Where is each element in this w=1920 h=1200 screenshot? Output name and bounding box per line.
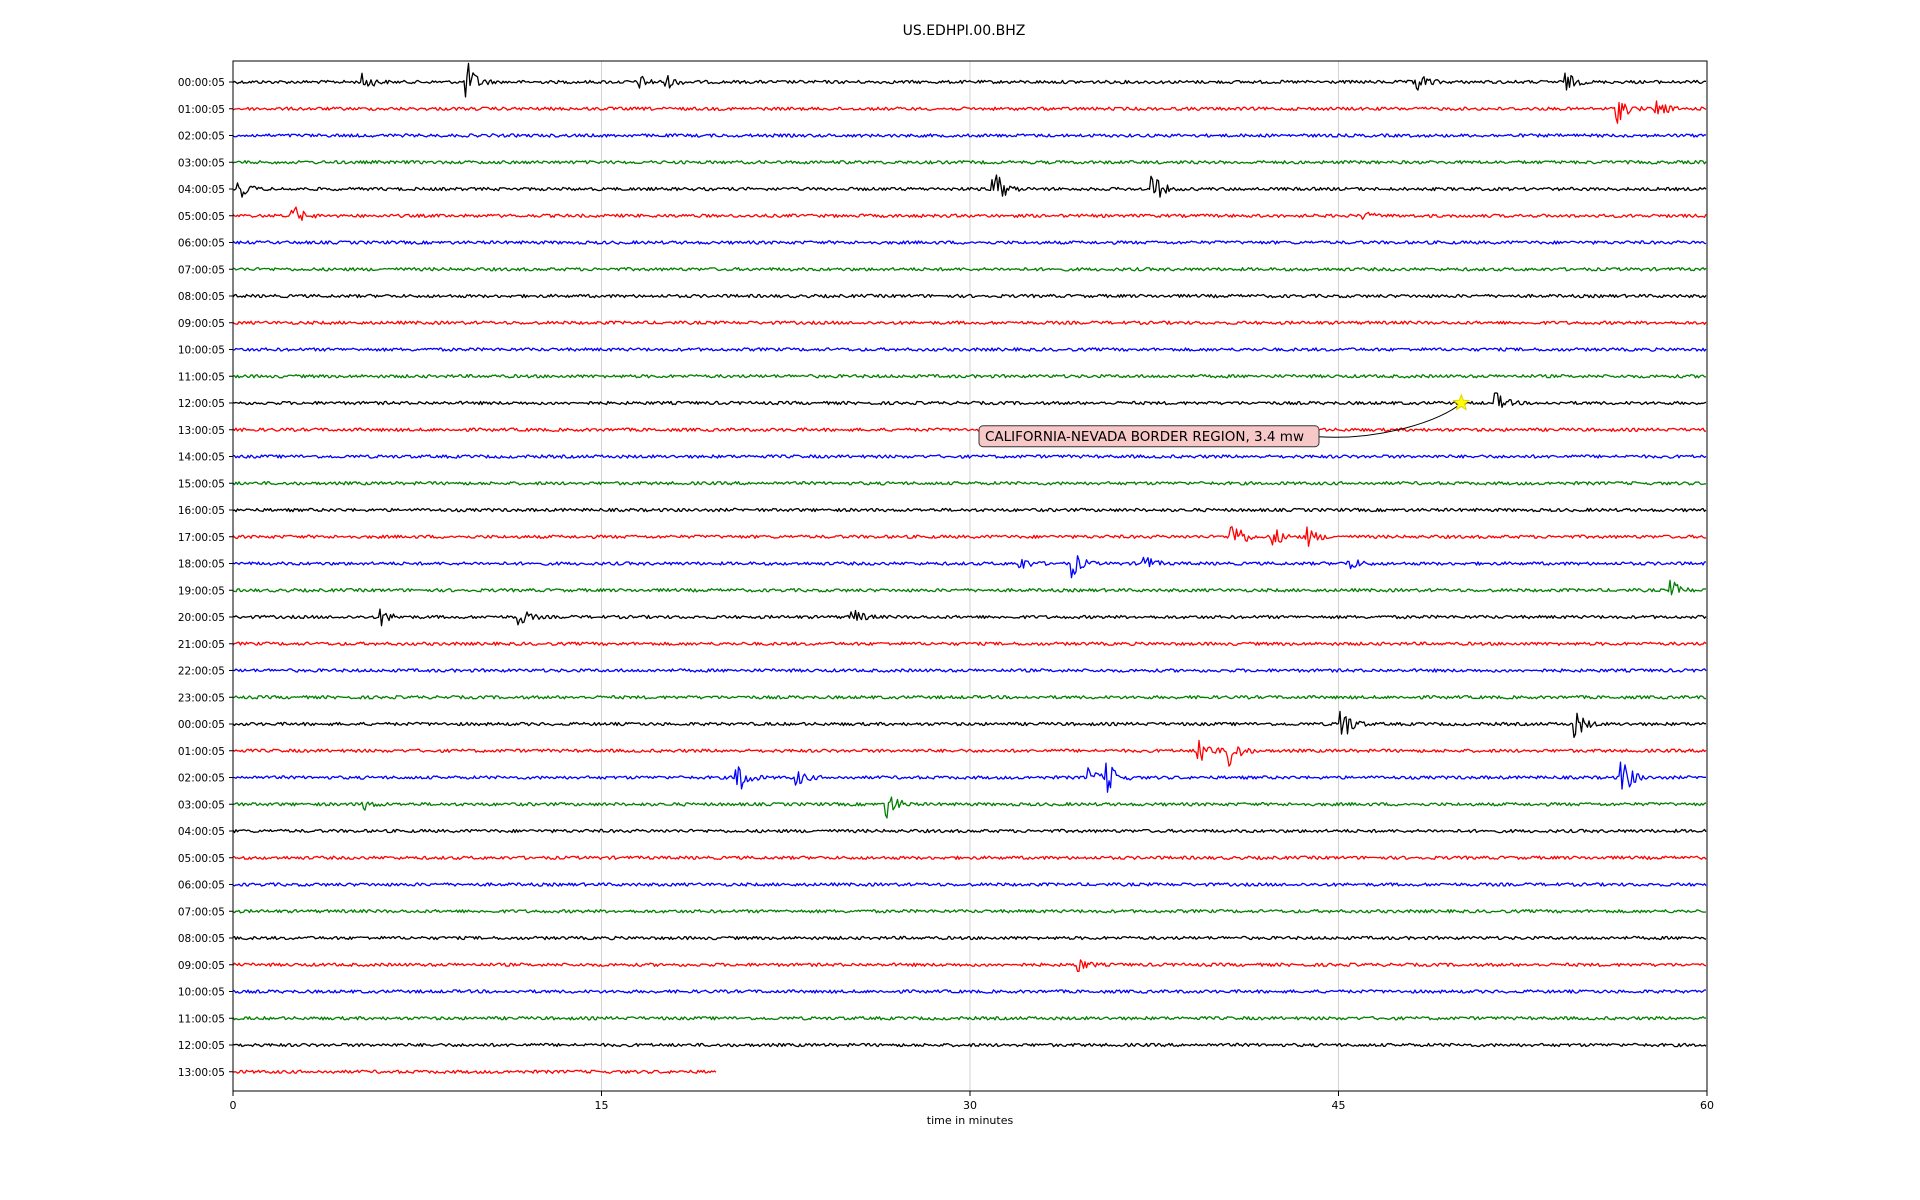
trace-line — [232, 1042, 1707, 1048]
row-label: 13:00:05 — [178, 1067, 225, 1079]
annotation-arrow — [1318, 402, 1462, 438]
trace-line — [232, 959, 1707, 973]
trace-line — [232, 935, 1707, 941]
trace-line — [232, 855, 1707, 860]
x-tick-label: 45 — [1332, 1099, 1346, 1112]
row-label: 10:00:05 — [178, 345, 225, 357]
row-label: 12:00:05 — [178, 398, 225, 410]
row-label: 20:00:05 — [178, 612, 225, 624]
row-label: 08:00:05 — [178, 291, 225, 303]
row-label: 02:00:05 — [178, 773, 225, 785]
row-label: 01:00:05 — [178, 104, 225, 116]
row-label: 23:00:05 — [178, 692, 225, 704]
trace-line — [232, 710, 1707, 739]
trace-line — [232, 1016, 1707, 1021]
trace-line — [232, 293, 1707, 299]
row-label: 04:00:05 — [178, 184, 225, 196]
trace-line — [232, 240, 1707, 245]
trace-line — [232, 695, 1707, 700]
trace-line — [232, 608, 1707, 627]
trace-line — [232, 739, 1707, 767]
trace-line — [232, 909, 1707, 914]
row-label: 09:00:05 — [178, 318, 225, 330]
row-label: 04:00:05 — [178, 826, 225, 838]
row-label: 00:00:05 — [178, 77, 225, 89]
annotation-box — [978, 425, 1320, 448]
trace-line — [232, 761, 1707, 793]
row-labels: 00:00:05 01:00:05 02:00:05 03:00:05 04:00:05… — [178, 77, 233, 1079]
row-label: 18:00:05 — [178, 559, 225, 571]
seismic-traces — [232, 62, 1707, 1074]
row-label: 07:00:05 — [178, 264, 225, 276]
chart-title: US.EDHPI.00.BHZ — [903, 23, 1026, 39]
trace-line — [232, 267, 1707, 272]
trace-line — [232, 796, 1707, 819]
trace-line — [232, 347, 1707, 352]
trace-line — [232, 828, 1707, 834]
row-label: 22:00:05 — [178, 666, 225, 678]
event-star-icon — [1452, 393, 1471, 411]
row-label: 05:00:05 — [178, 853, 225, 865]
row-label: 17:00:05 — [178, 532, 225, 544]
row-label: 06:00:05 — [178, 238, 225, 250]
trace-line — [232, 882, 1707, 887]
row-label: 00:00:05 — [178, 719, 225, 731]
row-label: 06:00:05 — [178, 880, 225, 892]
trace-line — [232, 481, 1707, 486]
row-label: 11:00:05 — [178, 1013, 225, 1025]
x-tick-label: 60 — [1700, 1099, 1714, 1112]
row-label: 05:00:05 — [178, 211, 225, 223]
row-label: 03:00:05 — [178, 799, 225, 811]
x-tick-label: 0 — [230, 1099, 237, 1112]
trace-line — [232, 62, 1707, 98]
trace-line — [232, 526, 1707, 547]
gridlines — [601, 61, 1339, 1091]
trace-line — [232, 668, 1707, 673]
trace-line — [232, 989, 1707, 994]
x-tick-label: 30 — [963, 1099, 977, 1112]
trace-line — [232, 160, 1707, 165]
x-tick-label: 15 — [595, 1099, 609, 1112]
trace-line — [232, 374, 1707, 379]
trace-line — [232, 392, 1707, 408]
trace-line — [232, 427, 1707, 432]
x-axis-label: time in minutes — [927, 1114, 1014, 1127]
row-label: 15:00:05 — [178, 478, 225, 490]
x-axis-ticks: 0 15 30 45 60 — [230, 1091, 1714, 1112]
trace-line — [232, 641, 1707, 646]
trace-line — [232, 555, 1707, 579]
row-label: 19:00:05 — [178, 585, 225, 597]
row-label: 01:00:05 — [178, 746, 225, 758]
row-label: 02:00:05 — [178, 131, 225, 143]
row-label: 21:00:05 — [178, 639, 225, 651]
row-label: 14:00:05 — [178, 452, 225, 464]
trace-line — [232, 579, 1707, 596]
row-label: 09:00:05 — [178, 960, 225, 972]
row-label: 13:00:05 — [178, 425, 225, 437]
trace-line — [232, 100, 1707, 124]
trace-line — [232, 1069, 717, 1074]
row-label: 11:00:05 — [178, 371, 225, 383]
row-label: 08:00:05 — [178, 933, 225, 945]
annotation-text: CALIFORNIA-NEVADA BORDER REGION, 3.4 mw — [985, 429, 1304, 445]
trace-line — [232, 174, 1707, 198]
trace-line — [232, 206, 1707, 222]
row-label: 16:00:05 — [178, 505, 225, 517]
trace-line — [232, 454, 1707, 459]
row-label: 03:00:05 — [178, 157, 225, 169]
trace-line — [232, 507, 1707, 513]
row-label: 10:00:05 — [178, 987, 225, 999]
trace-line — [232, 320, 1707, 325]
row-label: 07:00:05 — [178, 906, 225, 918]
event-annotation: CALIFORNIA-NEVADA BORDER REGION, 3.4 mw — [978, 393, 1471, 448]
row-label: 12:00:05 — [178, 1040, 225, 1052]
trace-line — [232, 133, 1707, 138]
